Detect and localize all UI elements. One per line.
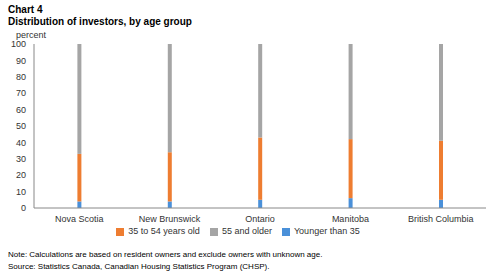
svg-text:60: 60 bbox=[16, 105, 26, 115]
svg-text:30: 30 bbox=[16, 154, 26, 164]
html-text:Chart 4: Chart 4 bbox=[8, 4, 43, 15]
svg-text:Ontario: Ontario bbox=[245, 214, 275, 224]
svg-text:20: 20 bbox=[16, 170, 26, 180]
svg-text:Nova Scotia: Nova Scotia bbox=[55, 214, 104, 224]
svg-text:90: 90 bbox=[16, 56, 26, 66]
html-text:55 and older: 55 and older bbox=[221, 226, 272, 236]
svg-text:40: 40 bbox=[16, 138, 26, 148]
html-text:Younger than 35: Younger than 35 bbox=[293, 226, 360, 236]
svg-text:British Columbia: British Columbia bbox=[408, 214, 474, 224]
svg-text:0: 0 bbox=[21, 203, 26, 213]
svg-text:10: 10 bbox=[16, 187, 26, 197]
html-text:Note: Calculations are based o: Note: Calculations are based on resident… bbox=[8, 250, 323, 259]
html-text:35 to 54 years old: 35 to 54 years old bbox=[128, 226, 200, 236]
svg-text:50: 50 bbox=[16, 121, 26, 131]
svg-text:80: 80 bbox=[16, 72, 26, 82]
html-text:Distribution of investors, by: Distribution of investors, by age group bbox=[8, 16, 192, 27]
svg-text:100: 100 bbox=[11, 39, 26, 49]
svg-text:70: 70 bbox=[16, 88, 26, 98]
svg-text:Manitoba: Manitoba bbox=[332, 214, 369, 224]
svg-text:New Brunswick: New Brunswick bbox=[139, 214, 201, 224]
html-text:percent: percent bbox=[16, 30, 46, 40]
html-text:Source: Statistics Canada, Can: Source: Statistics Canada, Canadian Hous… bbox=[8, 262, 270, 271]
